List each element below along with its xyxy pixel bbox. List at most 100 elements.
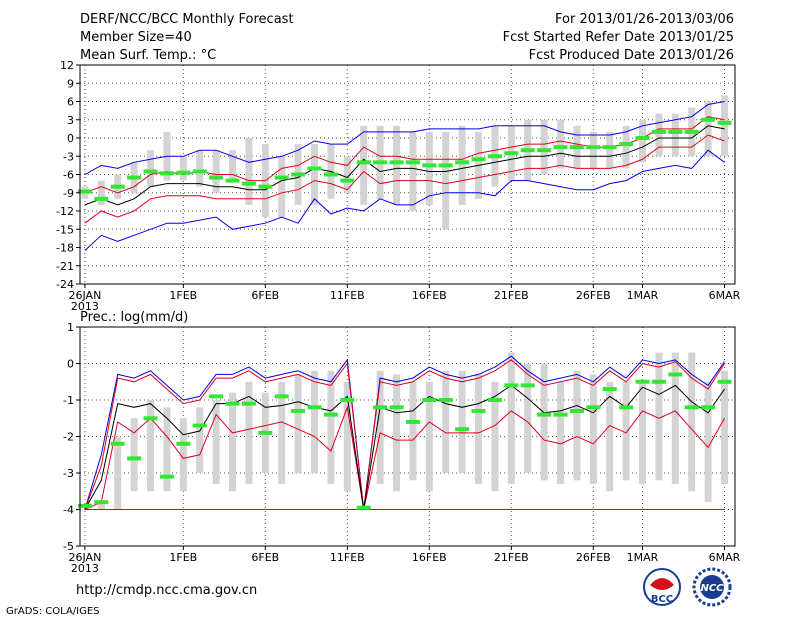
temp-median-mark [602,145,617,150]
temp-xtick-label: 6MAR [709,289,741,302]
temp-median-mark [110,184,125,189]
temp-median-mark [373,160,388,165]
bcc-logo-text: BCC [651,594,673,605]
temp-box [245,138,253,205]
temp-median-mark [159,171,174,176]
prec-median-mark [537,412,552,417]
prec-box [311,370,319,473]
prec-box [606,381,614,492]
source-url: http://cmdp.ncc.cma.gov.cn [76,583,257,598]
prec-box [688,352,696,492]
temp-median-mark [225,178,240,183]
temp-box [343,156,351,193]
temp-median-mark [389,160,404,165]
prec-median-mark [373,405,388,410]
prec-median-mark [159,474,174,479]
temp-ytick-label: -24 [56,278,74,291]
temp-box [179,156,187,181]
temp-box [393,125,401,205]
temp-envelope-min-line [84,149,725,251]
prec-xtick-label: 16FEB [412,551,447,564]
temp-median-mark [192,169,207,174]
prec-box [491,381,499,492]
prec-box [130,418,138,492]
prec-box [442,370,450,473]
temp-ytick-label: 3 [67,114,74,127]
prec-xtick-label: 21FEB [494,551,529,564]
temp-median-mark [537,148,552,153]
temp-median-mark [504,151,519,156]
temp-ytick-label: -3 [63,150,74,163]
temp-median-mark [127,175,142,180]
temp-median-mark [619,142,634,147]
ncc-logo-text: NCC [700,583,724,594]
temp-xtick-label: 21FEB [494,289,529,302]
prec-xtick-label: 6FEB [251,551,279,564]
prec-median-mark [176,441,191,446]
temp-median-mark [356,160,371,165]
temp-xtick-label: 1MAR [627,289,659,302]
temp-median-mark [143,169,158,174]
prec-xtick-year-label: 2013 [71,562,99,575]
temp-box [212,150,220,193]
prec-median-mark [471,408,486,413]
prec-box [163,407,171,492]
temp-median-mark [422,163,437,168]
temp-xtick-label: 26FEB [576,289,611,302]
temp-box [425,131,433,205]
temp-ytick-label: -18 [56,242,74,255]
prec-box [294,374,302,473]
temp-ytick-label: 9 [67,77,74,90]
prec-median-mark [323,412,338,417]
prec-ytick-label: 1 [67,321,74,334]
temp-median-mark [307,166,322,171]
temp-box [147,150,155,187]
prec-median-mark [356,505,371,510]
bcc-logo: BCC [643,568,681,606]
prec-box [425,381,433,492]
temp-box [229,150,237,181]
prec-median-mark [635,379,650,384]
prec-median-mark [651,379,666,384]
prec-median-mark [619,405,634,410]
prec-box [524,363,532,473]
prec-median-mark [110,441,125,446]
header: DERF/NCC/BCC Monthly Forecast Member Siz… [80,12,734,63]
grads-credit: GrADS: COLA/IGES [6,606,100,617]
prec-median-mark [307,405,322,410]
prec-box [278,381,286,484]
temp-lower-line [84,134,725,224]
temp-mean-line [84,125,725,206]
temp-box [557,119,565,169]
prec-box [376,370,384,484]
prec-median-mark [405,419,420,424]
prec-box [704,381,712,503]
temp-median-mark [340,178,355,183]
temp-median-mark [651,129,666,134]
temp-median-mark [323,172,338,177]
temp-median-mark [438,163,453,168]
temp-xtick-year-label: 2013 [71,300,99,313]
chart-title: DERF/NCC/BCC Monthly Forecast [80,12,294,27]
prec-envelope-max-line [84,355,725,510]
temp-ytick-label: 12 [60,59,74,72]
prec-ytick-label: -1 [63,394,74,407]
temp-ytick-label: -21 [56,260,74,273]
prec-box [196,407,204,473]
prec-box [557,381,565,484]
prec-box [245,381,253,484]
temp-median-mark [241,181,256,186]
prec-xtick-label: 1MAR [627,551,659,564]
temp-box [409,131,417,211]
prec-box [179,418,187,492]
prec-median-mark [77,503,92,508]
prec-mean-line [84,384,725,510]
prec-box [671,352,679,484]
prec-median-mark [586,405,601,410]
prec-median-mark [553,412,568,417]
temp-box [360,125,368,205]
prec-box [409,381,417,481]
temp-median-mark [455,160,470,165]
prec-median-mark [668,372,683,377]
temp-median-mark [94,196,109,201]
